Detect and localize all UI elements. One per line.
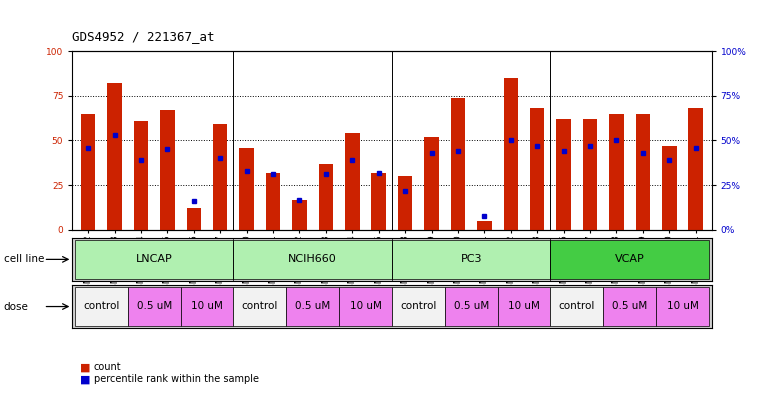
- Bar: [656, 287, 709, 326]
- Bar: [498, 287, 550, 326]
- Bar: [477, 221, 492, 230]
- Text: control: control: [83, 301, 119, 311]
- Text: 10 uM: 10 uM: [667, 301, 699, 311]
- Bar: [266, 173, 280, 230]
- Bar: [128, 287, 180, 326]
- Bar: [425, 137, 439, 230]
- Text: 10 uM: 10 uM: [508, 301, 540, 311]
- Bar: [689, 108, 703, 230]
- Bar: [444, 287, 498, 326]
- Bar: [240, 148, 254, 230]
- Text: control: control: [242, 301, 278, 311]
- Text: 0.5 uM: 0.5 uM: [295, 301, 330, 311]
- Bar: [286, 287, 339, 326]
- Bar: [234, 240, 392, 279]
- Bar: [292, 200, 307, 230]
- Bar: [339, 287, 392, 326]
- Text: ■: ■: [80, 374, 91, 384]
- Text: NCIH660: NCIH660: [288, 253, 337, 264]
- Text: 0.5 uM: 0.5 uM: [612, 301, 648, 311]
- Text: GDS4952 / 221367_at: GDS4952 / 221367_at: [72, 30, 215, 43]
- Text: VCAP: VCAP: [615, 253, 645, 264]
- Bar: [180, 287, 234, 326]
- Bar: [186, 208, 201, 230]
- Bar: [398, 176, 412, 230]
- Bar: [319, 164, 333, 230]
- Bar: [556, 119, 571, 230]
- Text: 0.5 uM: 0.5 uM: [454, 301, 489, 311]
- Bar: [345, 133, 359, 230]
- Text: ■: ■: [80, 362, 91, 373]
- Bar: [550, 287, 603, 326]
- Bar: [662, 146, 677, 230]
- Text: count: count: [94, 362, 121, 373]
- Bar: [635, 114, 650, 230]
- Text: LNCAP: LNCAP: [135, 253, 173, 264]
- Bar: [504, 78, 518, 230]
- Bar: [550, 240, 709, 279]
- Text: control: control: [400, 301, 437, 311]
- Bar: [609, 114, 624, 230]
- Bar: [603, 287, 656, 326]
- Text: 10 uM: 10 uM: [191, 301, 223, 311]
- Text: PC3: PC3: [460, 253, 482, 264]
- Bar: [583, 119, 597, 230]
- Bar: [107, 83, 122, 230]
- Bar: [451, 97, 465, 230]
- Bar: [392, 240, 550, 279]
- Text: dose: dose: [4, 301, 29, 312]
- Text: 10 uM: 10 uM: [349, 301, 381, 311]
- Text: percentile rank within the sample: percentile rank within the sample: [94, 374, 259, 384]
- Bar: [530, 108, 544, 230]
- Bar: [160, 110, 175, 230]
- Bar: [134, 121, 148, 230]
- Bar: [392, 287, 444, 326]
- Text: control: control: [559, 301, 595, 311]
- Bar: [81, 114, 95, 230]
- Bar: [213, 125, 228, 230]
- Text: cell line: cell line: [4, 254, 44, 264]
- Bar: [371, 173, 386, 230]
- Bar: [75, 287, 128, 326]
- Bar: [234, 287, 286, 326]
- Bar: [75, 240, 234, 279]
- Text: 0.5 uM: 0.5 uM: [136, 301, 172, 311]
